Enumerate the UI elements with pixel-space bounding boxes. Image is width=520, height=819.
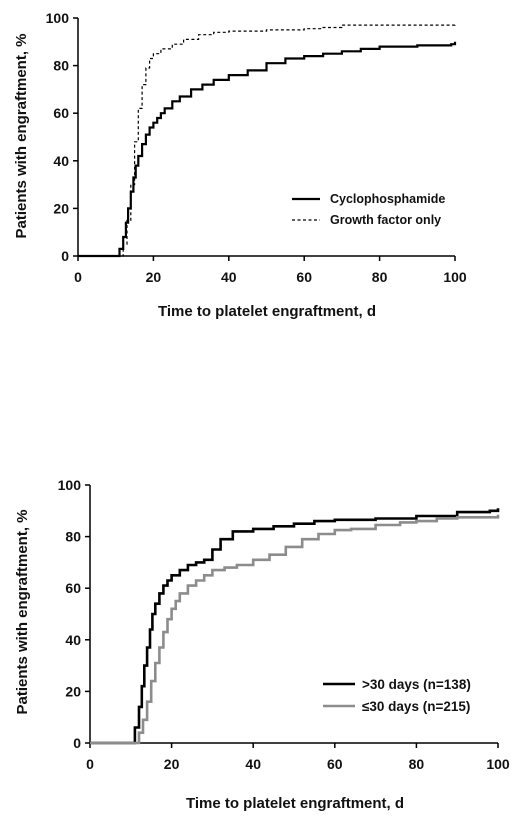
chart-top-x-tick-label: 60 (296, 269, 312, 285)
chart-bottom-series-1-line (90, 508, 500, 745)
chart-top-y-tick-label: 20 (53, 200, 69, 216)
chart-top-x-tick-label: 0 (74, 269, 82, 285)
chart-top-y-tick-label: 0 (61, 248, 69, 264)
chart-top-x-tick-label: 40 (221, 269, 237, 285)
chart-top-axes: 0 20 40 60 80 100 0 20 40 60 80 100 (46, 10, 467, 285)
chart-bottom-axes: 0 20 40 60 80 100 0 20 40 60 80 100 (58, 477, 510, 772)
chart-top-x-tick-label: 80 (372, 269, 388, 285)
chart-bottom-legend: >30 days (n=138) ≤30 days (n=215) (323, 677, 471, 714)
legend-label-under-30-days: ≤30 days (n=215) (362, 699, 470, 714)
chart-top-x-axis-title: Time to platelet engraftment, d (158, 303, 376, 320)
chart-top-x-tick-label: 20 (146, 269, 162, 285)
legend-label-cyclophosphamide: Cyclophosphamide (330, 192, 445, 206)
chart-top-legend: Cyclophosphamide Growth factor only (292, 192, 445, 227)
chart-top: Patients with engraftment, % Time to pla… (13, 10, 467, 320)
chart-bottom: Patients with engraftment, % Time to pla… (14, 477, 510, 812)
chart-top-y-axis-title: Patients with engraftment, % (13, 33, 30, 238)
chart-bottom-x-tick-label: 60 (327, 756, 343, 772)
chart-top-series-2-line (78, 22, 456, 257)
chart-bottom-y-tick-label: 0 (73, 735, 81, 751)
chart-bottom-series (90, 508, 500, 745)
chart-bottom-x-tick-label: 100 (486, 756, 510, 772)
chart-bottom-x-tick-label: 0 (86, 756, 94, 772)
chart-bottom-y-tick-label: 100 (58, 477, 82, 493)
chart-bottom-x-axis-title: Time to platelet engraftment, d (186, 795, 404, 812)
chart-bottom-y-tick-label: 40 (65, 632, 81, 648)
chart-top-series (78, 22, 457, 258)
chart-top-series-1-line (78, 41, 457, 258)
chart-top-y-tick-label: 100 (46, 10, 70, 26)
chart-bottom-x-tick-label: 40 (245, 756, 261, 772)
legend-label-growth-factor: Growth factor only (330, 213, 441, 227)
chart-top-y-tick-label: 80 (53, 58, 69, 74)
chart-bottom-series-2-line (90, 514, 500, 745)
chart-bottom-y-tick-label: 80 (65, 529, 81, 545)
chart-top-x-tick-label: 100 (443, 269, 467, 285)
chart-bottom-x-tick-label: 20 (164, 756, 180, 772)
chart-bottom-y-tick-label: 60 (65, 580, 81, 596)
chart-bottom-y-tick-label: 20 (65, 683, 81, 699)
legend-label-over-30-days: >30 days (n=138) (362, 677, 471, 692)
chart-bottom-y-axis-title: Patients with engraftment, % (14, 509, 31, 714)
chart-bottom-x-tick-label: 80 (409, 756, 425, 772)
chart-top-y-tick-label: 40 (53, 153, 69, 169)
chart-top-y-tick-label: 60 (53, 105, 69, 121)
